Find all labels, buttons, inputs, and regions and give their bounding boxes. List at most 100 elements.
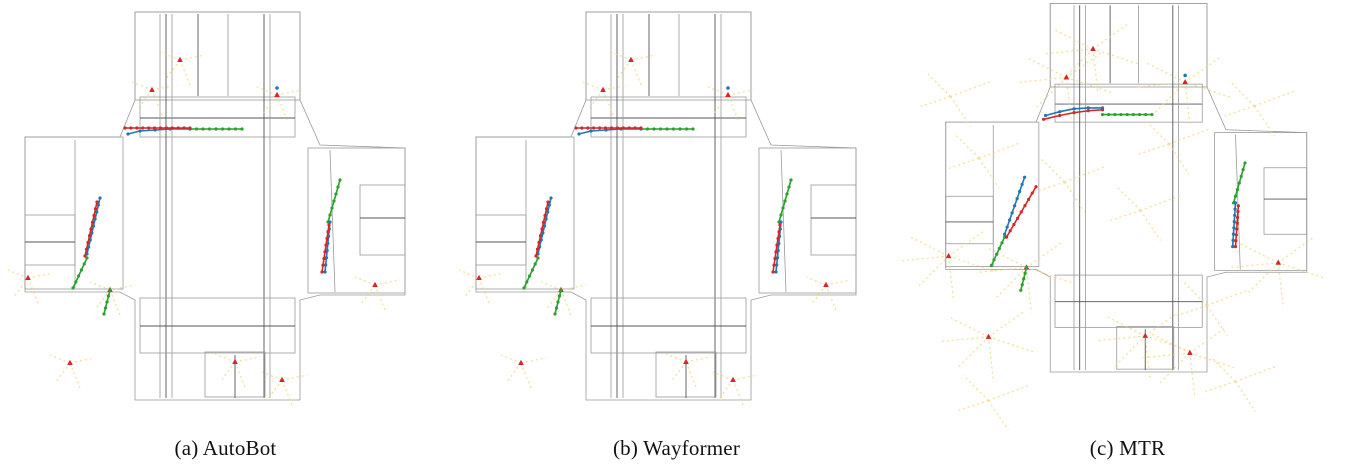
faint-traj-7-0 [805, 276, 827, 286]
caption-wayformer: (b) Wayformer [612, 436, 741, 460]
agent-marker-1 [600, 86, 606, 92]
faint-extra-0-2 [950, 96, 971, 127]
pred-red-west-points-point [1023, 204, 1027, 208]
faint-extra-3-2 [1140, 210, 1161, 241]
faint-extra-2-2 [1064, 181, 1085, 213]
pred-blue-west-points-point [1023, 175, 1027, 179]
gt-top-points-point [671, 127, 676, 131]
west-inner [475, 214, 527, 266]
gt-east-points-point [1239, 174, 1243, 178]
gt-west-2-points [1019, 265, 1029, 292]
gt-top-points [188, 127, 244, 131]
faint-traj-6-2 [69, 362, 81, 389]
faint-traj-3-1 [109, 284, 136, 291]
faint-traj-8-0 [7, 269, 29, 279]
faint-traj-2-5 [1135, 81, 1186, 88]
gt-top-points-point [1150, 112, 1154, 117]
east-lane [1235, 134, 1241, 270]
agent-marker-4 [232, 358, 238, 364]
faint-traj-5-3 [717, 379, 734, 401]
faint-extra-8-3 [1210, 356, 1236, 382]
gt-top-points-point [1119, 112, 1123, 117]
faint-extra-4-3 [1143, 118, 1170, 145]
pred-blue-west-points-point [1005, 225, 1009, 229]
pred-blue-top-points-point [1086, 106, 1090, 110]
gt-west-2-points-point [556, 300, 560, 304]
pred-red-west-points-point [537, 240, 541, 245]
pred-red-east-points-point [326, 230, 330, 234]
east-block [1214, 132, 1308, 271]
faint-extra-5-0 [1224, 105, 1255, 117]
faint-traj-8-4 [948, 256, 955, 302]
pred-blue-east-points-point [1233, 207, 1237, 211]
pred-blue-east-points-point [779, 220, 783, 224]
pred-red-west-points-point [90, 220, 95, 224]
faint-traj-1-1 [1066, 52, 1102, 78]
faint-traj-5-1 [732, 374, 759, 381]
agent-marker-5 [279, 376, 285, 382]
pred-red-west-points-point [1034, 185, 1038, 189]
pred-red-west-points-point [543, 213, 547, 218]
pred-red-east-points-point [1235, 227, 1239, 231]
faint-traj-8-5 [902, 255, 949, 262]
pred-blue-top-points-point [577, 132, 581, 136]
pred-red-top-points-point [1058, 113, 1062, 118]
gt-west-points-point [989, 264, 993, 268]
agent-marker-6 [985, 333, 992, 339]
faint-traj-4-3 [219, 361, 236, 383]
gt-west-2-points-point [557, 294, 562, 298]
pred-red-west-points-point [84, 247, 89, 251]
faint-extra-6-1 [1206, 289, 1248, 307]
gt-west-2-points-point [106, 294, 111, 298]
north-crosswalk [139, 96, 296, 138]
gt-east-points-point [330, 206, 334, 210]
faint-extra-6-2 [1206, 305, 1228, 336]
faint-traj-0-1 [1092, 23, 1129, 50]
pred-blue-east-points-point [1233, 213, 1237, 217]
gt-top-points-point [1107, 112, 1111, 117]
pred-red-west-points-point [83, 254, 87, 258]
faint-traj-6-0 [49, 354, 71, 364]
scene-autobot [7, 11, 406, 406]
faint-traj-5-1 [1189, 327, 1226, 354]
pred-red-top-points-point [598, 126, 602, 130]
gt-west-points-point [528, 274, 532, 278]
gt-top-points [1100, 112, 1154, 117]
faint-traj-8-2 [27, 277, 39, 304]
gt-top-points-point [665, 127, 669, 131]
faint-extra-6-0 [1176, 304, 1208, 317]
pred-blue-west-points-point [546, 210, 550, 214]
pred-red-top-points-point [580, 126, 584, 130]
pred-blue-west-points-point [1015, 197, 1019, 201]
pred-blue-top-points-point [138, 129, 142, 133]
agent-marker-8 [25, 274, 31, 280]
faint-traj-4-0 [1104, 315, 1146, 337]
pred-red-top-points-point [170, 126, 174, 130]
faint-traj-6-0 [500, 354, 522, 364]
faint-traj-4-2 [1145, 335, 1191, 352]
gt-east-points-point [336, 185, 340, 189]
faint-traj-0-1 [630, 54, 657, 61]
pred-red-top-points-point [188, 126, 192, 130]
faint-traj-8-3 [918, 255, 950, 287]
faint-extra-0-3 [925, 71, 951, 97]
caption-mtr: (c) MTR [1089, 436, 1166, 460]
agent-marker-0 [628, 56, 634, 62]
south-crosswalk [139, 297, 296, 354]
gt-west-2-points [102, 288, 112, 316]
pred-red-east-points-point [1233, 245, 1238, 249]
faint-extra-0-0 [920, 95, 951, 108]
pred-red-top-points-point [129, 126, 133, 130]
east-lane [329, 149, 336, 293]
faint-extra-2-3 [1039, 156, 1065, 183]
gt-west-points-point [74, 280, 78, 284]
faint-traj-7-1 [374, 279, 401, 286]
gt-east-points-point [1243, 161, 1247, 165]
agent-marker-1 [149, 86, 155, 92]
faint-traj-0-2 [630, 59, 642, 86]
pred-blue-east-points-point [1233, 201, 1238, 205]
gt-top-points-point [1125, 112, 1129, 117]
pred-red-west-points-point [93, 207, 98, 211]
scene-mtr [902, 2, 1324, 430]
pred-red-west-points-point [87, 234, 92, 238]
